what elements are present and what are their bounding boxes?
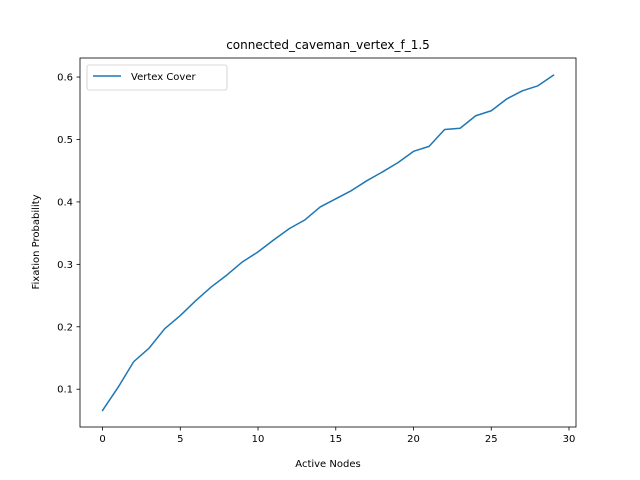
series-line-vertex-cover	[101, 74, 555, 412]
y-tick-label: 0.6	[57, 73, 73, 84]
x-tick-label: 30	[563, 434, 576, 445]
y-axis-label: Fixation Probability	[31, 194, 42, 289]
x-tick-label: 25	[485, 434, 498, 445]
y-tick-label: 0.4	[57, 197, 73, 208]
y-axis-ticks: 0.1 0.2 0.3 0.4 0.5 0.6	[57, 73, 80, 396]
x-tick-label: 15	[329, 434, 342, 445]
y-tick-label: 0.2	[57, 322, 73, 333]
x-tick-label: 5	[177, 434, 183, 445]
y-tick-label: 0.5	[57, 135, 73, 146]
x-tick-label: 10	[252, 434, 265, 445]
legend: Vertex Cover	[86, 64, 228, 91]
x-axis-ticks: 0 5 10 15 20 25 30	[99, 427, 575, 445]
chart-title: connected_caveman_vertex_f_1.5	[226, 38, 430, 52]
legend-box	[86, 64, 228, 91]
x-tick-label: 0	[99, 434, 105, 445]
series-layer	[101, 74, 555, 412]
legend-label: Vertex Cover	[131, 72, 196, 83]
x-axis-label: Active Nodes	[295, 459, 360, 470]
y-tick-label: 0.3	[57, 260, 73, 271]
y-tick-label: 0.1	[57, 385, 73, 396]
plot-frame	[79, 57, 577, 428]
x-tick-label: 20	[407, 434, 420, 445]
